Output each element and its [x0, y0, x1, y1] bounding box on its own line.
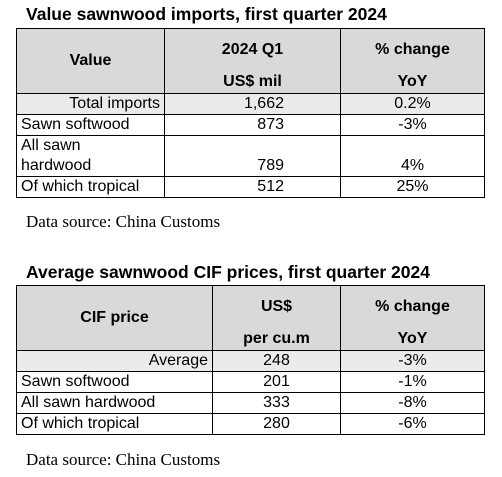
table-row: Total imports 1,662 0.2%: [16, 93, 485, 115]
table1-title: Value sawnwood imports, first quarter 20…: [26, 4, 387, 24]
row-label: All sawn hardwood: [16, 392, 213, 414]
table2-header-yoy: YoY: [340, 328, 485, 351]
row-value: 333: [212, 392, 341, 414]
cif-prices-table: CIF price US$ % change per cu.m YoY Aver…: [16, 285, 485, 435]
row-label-line1: All sawn: [21, 137, 81, 154]
table2-header-price: CIF price: [16, 285, 213, 351]
row-change: -6%: [340, 413, 485, 435]
table-row: All sawn hardwood 789 4%: [16, 135, 485, 177]
table1-header-unit: US$ mil: [164, 71, 341, 94]
row-label: Of which tropical: [16, 413, 213, 435]
row-change: 4%: [340, 135, 485, 177]
row-change: -3%: [340, 350, 485, 372]
row-value: 873: [164, 114, 341, 136]
table1-header-yoy: YoY: [340, 71, 485, 94]
row-label: Total imports: [16, 93, 165, 115]
table2-header-unit: per cu.m: [212, 328, 341, 351]
table-row: Sawn softwood 873 -3%: [16, 114, 485, 136]
row-value: 280: [212, 413, 341, 435]
row-value: 512: [164, 176, 341, 198]
table-row: Of which tropical 512 25%: [16, 176, 485, 198]
row-change: 0.2%: [340, 93, 485, 115]
row-label: Of which tropical: [16, 176, 165, 198]
row-label-line2: hardwood: [21, 157, 92, 174]
row-value: 1,662: [164, 93, 341, 115]
row-change: -3%: [340, 114, 485, 136]
row-label: Average: [16, 350, 213, 372]
table2-header-change: % change: [340, 285, 485, 328]
row-label: All sawn hardwood: [16, 135, 165, 177]
row-value: 201: [212, 371, 341, 393]
table-row: Average 248 -3%: [16, 350, 485, 372]
table2-title: Average sawnwood CIF prices, first quart…: [26, 262, 430, 282]
table1-header-period: 2024 Q1: [164, 28, 341, 71]
table-row: All sawn hardwood 333 -8%: [16, 392, 485, 414]
row-change: -8%: [340, 392, 485, 414]
row-value: 789: [164, 135, 341, 177]
table2-header-currency: US$: [212, 285, 341, 328]
row-label: Sawn softwood: [16, 371, 213, 393]
row-change: 25%: [340, 176, 485, 198]
row-value: 248: [212, 350, 341, 372]
table1-header-change: % change: [340, 28, 485, 71]
row-change: -1%: [340, 371, 485, 393]
table-row: Sawn softwood 201 -1%: [16, 371, 485, 393]
table2-source: Data source: China Customs: [26, 450, 221, 469]
table1-source: Data source: China Customs: [26, 212, 221, 231]
table-row: Of which tropical 280 -6%: [16, 413, 485, 435]
imports-value-table: Value 2024 Q1 % change US$ mil YoY Total…: [16, 28, 485, 198]
row-label: Sawn softwood: [16, 114, 165, 136]
table1-header-value: Value: [16, 28, 165, 94]
